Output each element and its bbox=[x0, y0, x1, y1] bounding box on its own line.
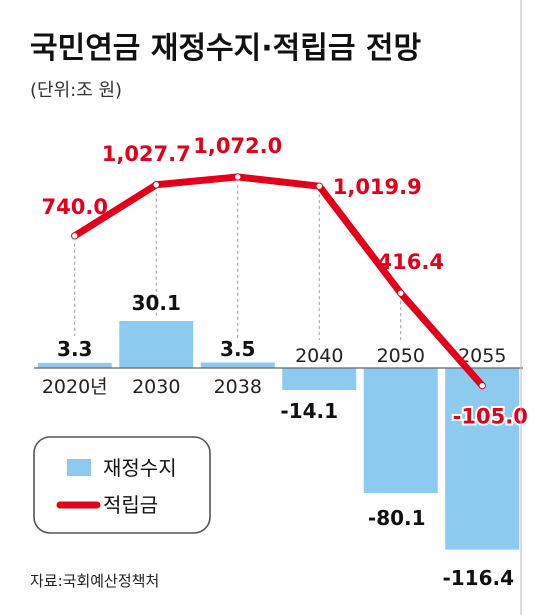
line-point-5 bbox=[478, 381, 486, 390]
bar-3 bbox=[282, 368, 357, 390]
bar-4 bbox=[363, 368, 438, 493]
chart-unit: (단위:조 원) bbox=[30, 80, 122, 101]
bar-value-label-4: -80.1 bbox=[368, 506, 426, 530]
line-value-label-1: 1,027.7 bbox=[102, 142, 191, 166]
line-point-3 bbox=[315, 182, 323, 190]
line-value-label-3: 1,019.9 bbox=[333, 175, 422, 199]
category-label-0: 2020년 bbox=[42, 376, 108, 398]
bar-5 bbox=[445, 368, 520, 550]
bar-0 bbox=[37, 362, 112, 368]
line-series bbox=[71, 173, 486, 390]
category-label-4: 2050 bbox=[377, 345, 425, 367]
line-point-2 bbox=[234, 173, 242, 181]
bar-value-label-3: -14.1 bbox=[280, 399, 338, 423]
line-point-0 bbox=[71, 232, 79, 240]
bar-series bbox=[37, 321, 520, 550]
line-path bbox=[71, 173, 486, 390]
line-point-1 bbox=[152, 181, 160, 189]
bar-value-label-2: 3.5 bbox=[220, 337, 255, 361]
legend-line-label: 적립금 bbox=[103, 493, 158, 517]
legend-bar-label: 재정수지 bbox=[103, 456, 177, 480]
category-label-1: 2030 bbox=[132, 376, 180, 398]
line-value-label-5: -105.0 bbox=[453, 405, 528, 429]
bar-2 bbox=[200, 362, 275, 368]
guide-lines bbox=[74, 184, 402, 340]
bar-1 bbox=[119, 321, 194, 368]
category-labels: 2020년 2030 2038 2040 2050 2055 bbox=[42, 345, 507, 398]
line-value-labels: 740.0 1,027.7 1,072.0 1,019.9 416.4 -105.0 bbox=[42, 134, 530, 431]
chart-title: 국민연금 재정수지·적립금 전망 bbox=[30, 31, 421, 66]
bar-value-label-0: 3.3 bbox=[57, 337, 92, 361]
legend-box bbox=[33, 436, 211, 534]
category-label-2: 2038 bbox=[214, 376, 262, 398]
bar-value-label-1: 30.1 bbox=[132, 291, 181, 315]
category-label-3: 2040 bbox=[295, 345, 343, 367]
legend-bar-swatch bbox=[67, 459, 91, 476]
legend: 재정수지 적립금 bbox=[33, 436, 211, 534]
source-note: 자료:국회예산정책처 bbox=[30, 572, 159, 590]
line-value-label-4: 416.4 bbox=[378, 250, 444, 274]
line-value-label-2: 1,072.0 bbox=[193, 134, 282, 158]
category-label-5: 2055 bbox=[458, 345, 506, 367]
line-point-4 bbox=[397, 289, 405, 297]
bar-value-label-5: -116.4 bbox=[442, 566, 514, 590]
line-value-label-0: 740.0 bbox=[42, 195, 108, 219]
bar-value-labels: 3.3 30.1 3.5 -14.1 -80.1 -116.4 bbox=[57, 291, 514, 590]
